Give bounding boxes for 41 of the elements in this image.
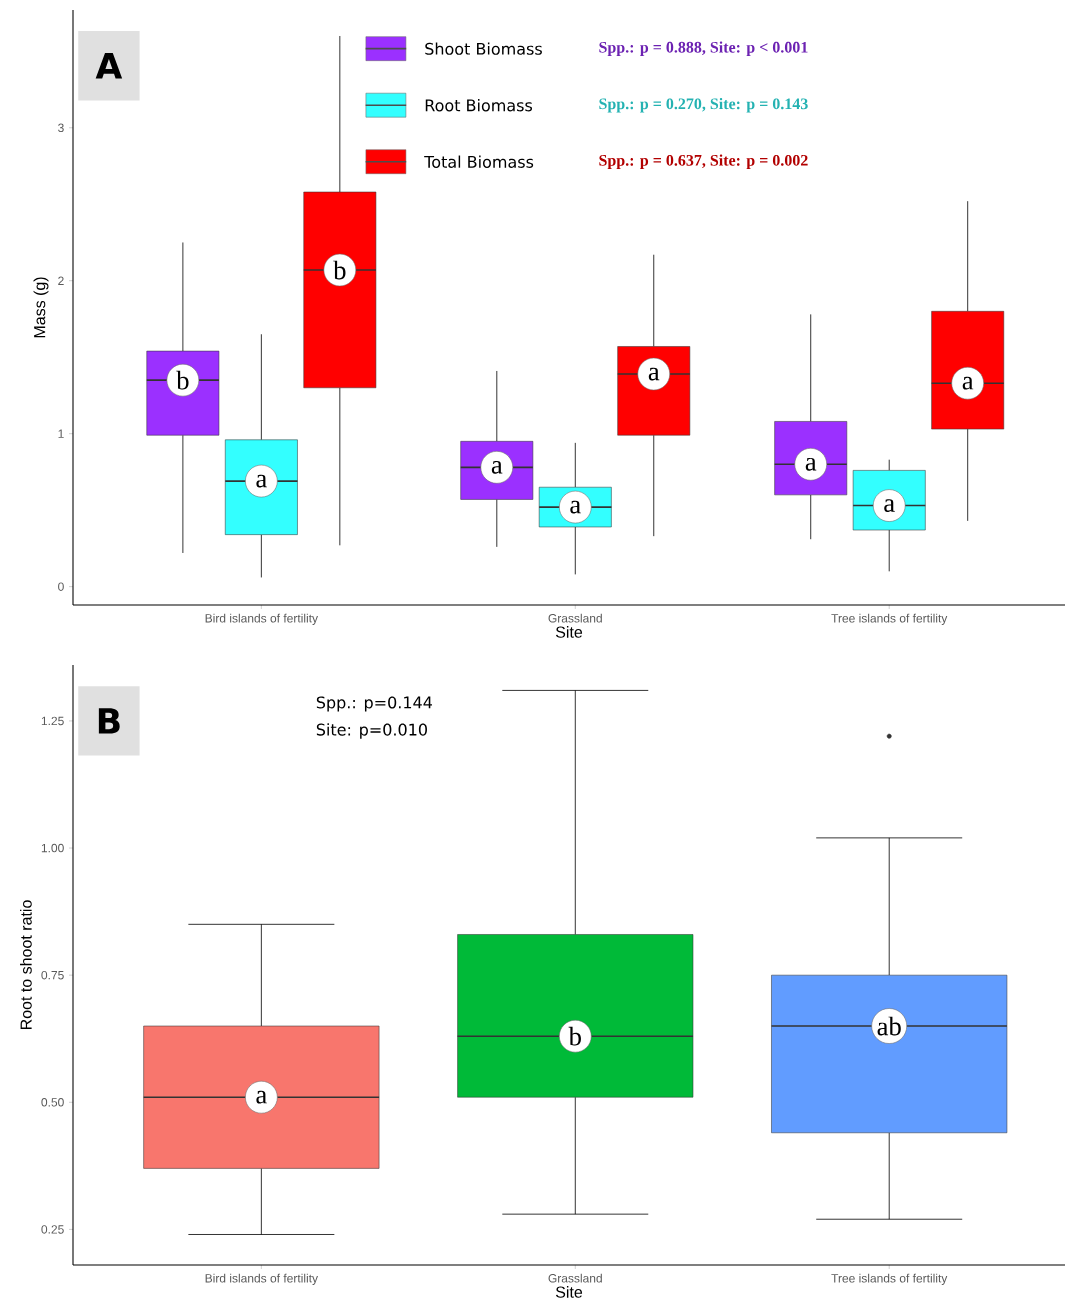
x-tick-label: Tree islands of fertility xyxy=(831,1273,948,1285)
annotation: Spp.: p = 0.270, Site: p = 0.143 xyxy=(599,97,808,113)
annotation: Spp.: p = 0.888, Site: p < 0.001 xyxy=(599,41,808,56)
annotation: a xyxy=(962,376,974,390)
annotation: b xyxy=(568,1026,581,1046)
x-tick-label: Tree islands of fertility xyxy=(831,613,948,625)
legend-label: Shoot Biomass xyxy=(425,42,542,55)
annotation: a xyxy=(884,499,895,512)
annotation: a xyxy=(256,1090,267,1104)
y-tick-label: 0.25 xyxy=(41,1225,64,1234)
y-axis-title: Mass (g) xyxy=(33,277,49,338)
annotation: a xyxy=(648,367,660,381)
y-tick-label: 0 xyxy=(58,582,64,591)
x-tick-label: Bird islands of fertility xyxy=(205,613,318,625)
annotation: Spp.: p=0.144 xyxy=(316,696,432,712)
annotation: b xyxy=(333,260,346,280)
annotation: a xyxy=(570,500,581,514)
x-tick-label: Grassland xyxy=(548,613,602,623)
y-axis-title: Root to shoot ratio xyxy=(20,900,32,1030)
annotation: a xyxy=(491,460,503,474)
annotation: Site: p=0.010 xyxy=(316,723,427,739)
text: B xyxy=(98,708,120,734)
annotation: a xyxy=(256,474,267,488)
x-axis-title: Site xyxy=(555,626,583,638)
annotation: b xyxy=(176,370,189,390)
legend-label: Total Biomass xyxy=(424,155,534,168)
y-tick-label: 1 xyxy=(58,429,64,438)
y-tick-label: 2 xyxy=(58,276,64,285)
annotation: Spp.: p = 0.637, Site: p = 0.002 xyxy=(599,154,808,169)
x-axis-title: Site xyxy=(555,1286,583,1298)
y-tick-label: 0.50 xyxy=(41,1098,64,1107)
legend-label: Root Biomass xyxy=(425,99,533,112)
annotation: ab xyxy=(877,1016,901,1036)
y-tick-label: 3 xyxy=(58,123,64,133)
y-tick-label: 1.00 xyxy=(41,843,64,853)
x-tick-label: Bird islands of fertility xyxy=(205,1273,318,1285)
y-tick-label: 1.25 xyxy=(41,716,64,726)
text: A xyxy=(95,53,123,79)
annotation: a xyxy=(805,457,817,471)
x-tick-label: Grassland xyxy=(548,1273,602,1283)
y-tick-label: 0.75 xyxy=(41,970,64,980)
